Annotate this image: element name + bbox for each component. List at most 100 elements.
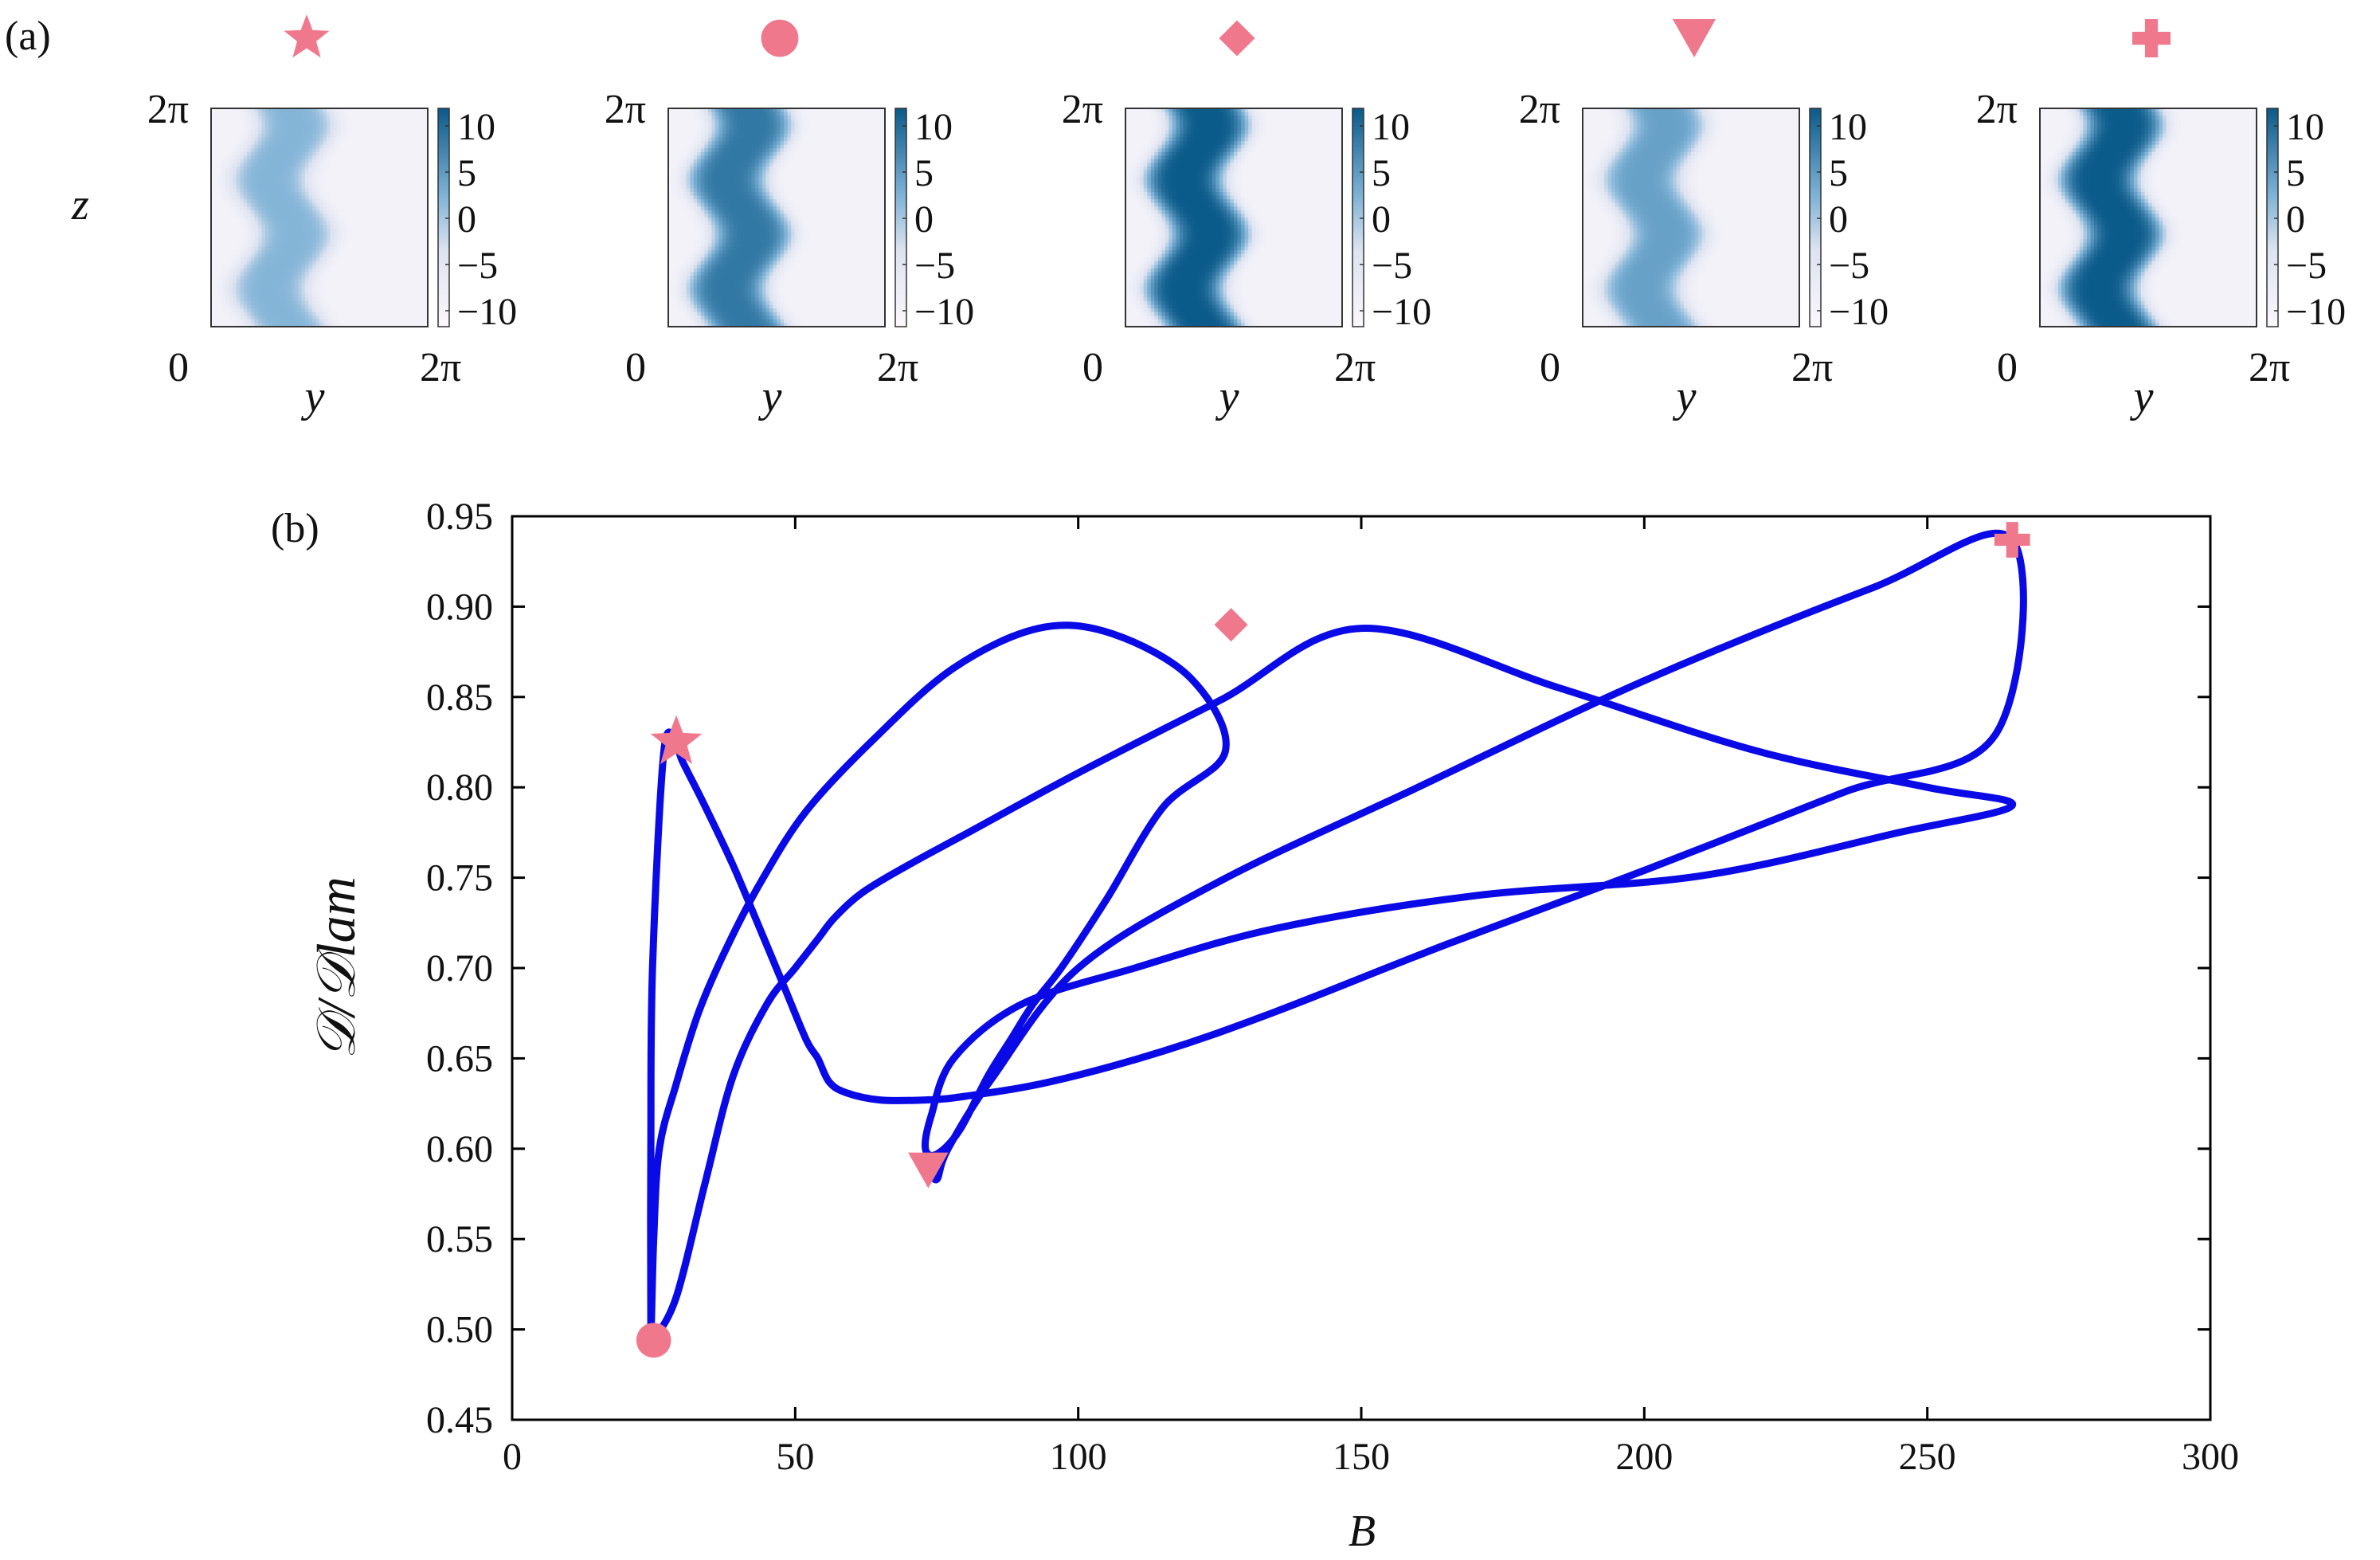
map-cell — [308, 301, 313, 306]
map-cell — [355, 246, 360, 251]
map-cell — [283, 239, 288, 244]
map-cell — [283, 151, 288, 156]
map-cell — [229, 144, 233, 149]
map-cell — [366, 199, 371, 204]
map-cell — [330, 242, 335, 248]
map-cell — [424, 323, 429, 327]
map-cell — [707, 148, 712, 153]
map-cell — [261, 126, 266, 131]
map-cell — [798, 112, 803, 116]
map-cell — [294, 316, 299, 320]
map-cell — [221, 130, 226, 135]
map-cell — [297, 312, 302, 316]
map-cell — [773, 167, 777, 171]
map-cell — [777, 108, 781, 113]
map-cell — [297, 141, 302, 146]
map-cell — [733, 177, 738, 182]
map-cell — [877, 174, 883, 178]
map-cell — [218, 228, 223, 233]
map-cell — [323, 199, 327, 204]
map-cell — [268, 225, 273, 229]
map-cell — [337, 279, 342, 284]
map-cell — [319, 301, 324, 306]
map-cell — [276, 279, 280, 284]
map-cell — [243, 144, 248, 149]
map-cell — [341, 202, 346, 207]
map-cell — [348, 188, 353, 193]
map-cell — [693, 116, 698, 120]
map-cell — [355, 283, 360, 288]
map-cell — [221, 181, 226, 186]
map-cell — [362, 123, 367, 127]
map-cell — [351, 181, 356, 186]
map-cell — [214, 137, 219, 142]
map-cell — [233, 210, 237, 215]
map-cell — [233, 174, 237, 178]
map-cell — [377, 214, 382, 218]
map-cell — [341, 144, 346, 149]
map-cell — [834, 123, 839, 127]
map-cell — [229, 312, 233, 316]
map-cell — [874, 148, 879, 153]
map-cell — [351, 206, 356, 211]
map-cell — [268, 253, 273, 258]
map-cell — [334, 235, 339, 240]
map-cell — [254, 192, 259, 197]
map-cell — [233, 214, 237, 218]
map-cell — [409, 276, 414, 280]
map-cell — [311, 112, 317, 116]
map-cell — [675, 163, 680, 167]
map-cell — [402, 210, 407, 215]
map-cell — [675, 130, 680, 135]
map-cell — [261, 316, 266, 320]
map-cell — [761, 141, 766, 146]
map-cell — [402, 177, 407, 182]
map-cell — [794, 119, 799, 123]
map-cell — [381, 268, 386, 273]
map-cell — [233, 181, 237, 186]
map-cell — [283, 206, 288, 211]
map-cell — [240, 133, 245, 139]
map-cell — [722, 137, 727, 142]
map-cell — [686, 123, 691, 127]
map-cell — [272, 151, 277, 156]
map-cell — [323, 283, 327, 288]
map-cell — [319, 276, 324, 280]
map-cell — [362, 167, 367, 171]
map-cell — [211, 257, 216, 262]
map-cell — [358, 228, 363, 233]
map-cell — [671, 159, 676, 164]
map-cell — [855, 116, 860, 120]
map-cell — [823, 151, 828, 156]
map-cell — [417, 239, 421, 244]
map-cell — [402, 225, 407, 229]
map-cell — [395, 181, 400, 186]
map-cell — [398, 151, 403, 156]
map-cell — [261, 116, 266, 120]
map-cell — [391, 225, 396, 229]
map-cell — [374, 184, 378, 190]
map-cell — [358, 261, 363, 265]
map-cell — [697, 108, 702, 113]
map-cell — [424, 286, 429, 291]
map-cell — [718, 112, 723, 116]
map-cell — [391, 290, 396, 295]
map-cell — [420, 257, 425, 262]
map-cell — [388, 167, 393, 171]
map-cell — [280, 170, 284, 174]
map-cell — [370, 181, 374, 186]
map-cell — [744, 119, 749, 123]
map-cell — [254, 228, 259, 233]
map-cell — [377, 239, 382, 244]
map-cell — [384, 242, 389, 248]
map-cell — [671, 181, 676, 186]
map-cell — [344, 323, 349, 327]
map-cell — [787, 181, 792, 186]
map-cell — [229, 192, 233, 197]
map-cell — [327, 225, 331, 229]
map-cell — [348, 184, 353, 190]
map-cell — [254, 123, 259, 127]
map-cell — [683, 151, 687, 156]
map-cell — [870, 133, 875, 139]
map-cell — [323, 177, 327, 182]
